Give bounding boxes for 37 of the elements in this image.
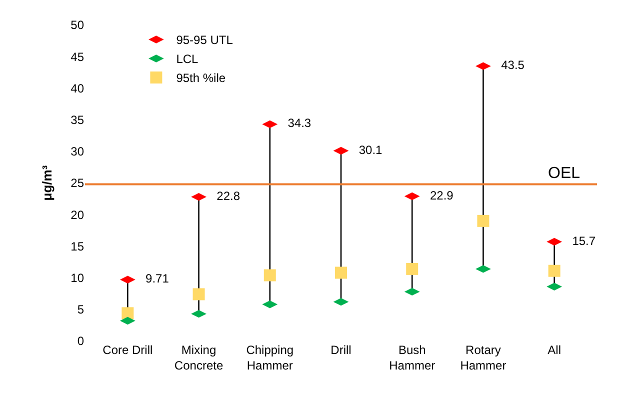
legend-label: LCL [176,52,199,66]
x-tick-label: Chipping Hammer [246,343,294,373]
y-tick-label: 50 [70,18,84,32]
point [192,288,205,300]
data-label: 34.3 [278,116,312,130]
y-tick-label: 45 [70,50,84,64]
y-tick-label: 5 [77,302,84,317]
y-tick-label: 25 [70,176,84,190]
legend-label: 95th %ile [176,71,226,86]
legend-label: 95-95 UTL [176,33,234,48]
ref-line-label: OEL [548,165,580,182]
point [406,262,418,275]
x-tick-label: Mixing Concrete [174,343,224,373]
x-tick-label: Rotary Hammer [460,343,506,373]
y-tick-label: 40 [70,81,84,96]
point [548,264,560,277]
point [335,266,347,279]
point [122,307,134,320]
y-axis-title: μg/m³ [40,164,55,201]
point [477,214,490,227]
point [264,269,276,282]
x-tick-label: All [548,343,561,357]
y-tick-label: 0 [77,334,84,348]
data-label: 9.71 [136,272,170,286]
y-tick-label: 30 [70,144,84,159]
y-tick-label: 35 [70,113,84,127]
data-label: 43.5 [491,58,525,72]
data-label: 30.1 [348,142,383,157]
data-label: 15.7 [562,234,596,248]
x-tick-label: Core Drill [102,343,153,357]
y-tick-label: 20 [70,208,84,222]
x-tick-label: Bush Hammer [389,343,436,373]
y-tick-label: 15 [70,239,84,254]
y-tick-label: 10 [70,271,84,285]
x-tick-label: Drill [330,343,352,357]
data-label: 22.9 [420,188,454,202]
data-label: 22.8 [206,188,240,203]
